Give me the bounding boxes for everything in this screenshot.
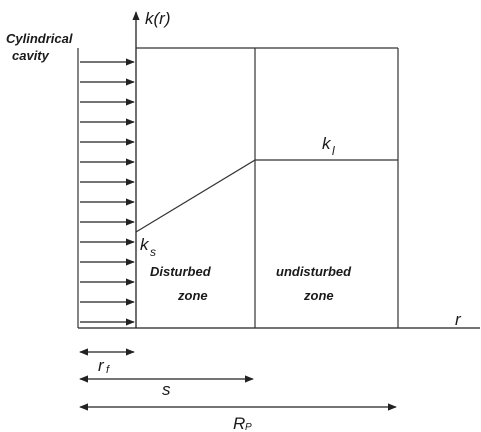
ks-label: k	[140, 235, 150, 254]
x-axis-label: r	[455, 310, 462, 329]
undisturbed-zone-label-line2: zone	[303, 288, 334, 303]
ks-label-subscript: s	[150, 245, 156, 259]
disturbed-permeability-slope	[135, 159, 256, 233]
kl-label-subscript: l	[332, 144, 335, 158]
undisturbed-zone-label-line1: undisturbed	[276, 264, 352, 279]
y-axis-label: k(r)	[145, 9, 170, 28]
kl-label: k	[322, 134, 332, 153]
cavity-label-line1: Cylindrical	[6, 31, 73, 46]
disturbed-zone-label-line2: zone	[177, 288, 208, 303]
cavity-label-line2: cavity	[12, 48, 50, 63]
s-label: s	[162, 380, 171, 399]
rp-label-subscript: P	[245, 422, 252, 432]
disturbed-zone-label-line1: Disturbed	[150, 264, 212, 279]
cavity-pressure-arrows	[80, 58, 135, 326]
rf-label: r	[98, 356, 105, 375]
rp-label: R	[233, 414, 245, 432]
rf-label-subscript: f	[106, 364, 110, 376]
